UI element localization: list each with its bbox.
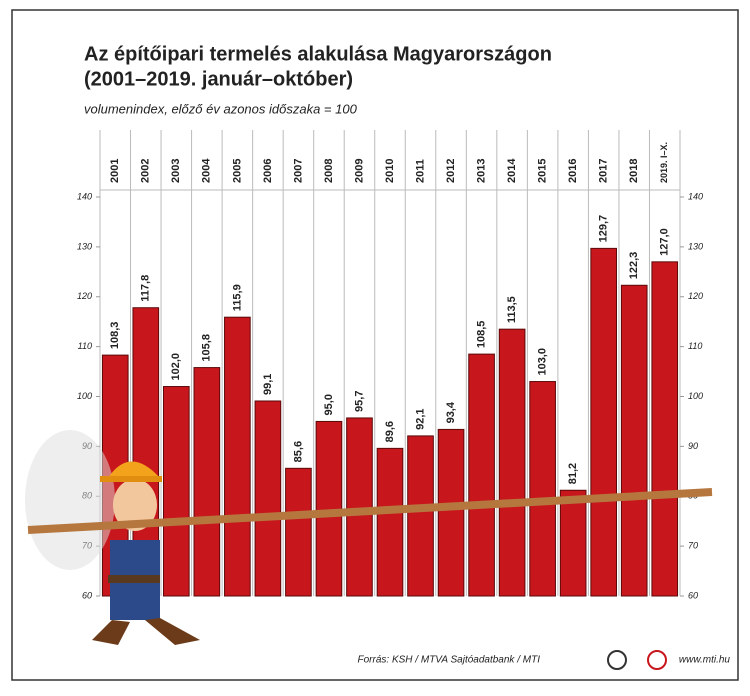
data-label: 92,1 bbox=[414, 408, 426, 429]
y-tick-label: 60 bbox=[82, 590, 92, 600]
x-tick-label: 2013 bbox=[475, 159, 487, 183]
x-tick-label: 2011 bbox=[414, 159, 426, 183]
data-label: 113,5 bbox=[506, 296, 518, 323]
bar bbox=[559, 489, 587, 597]
data-label: 108,3 bbox=[109, 322, 121, 350]
data-label: 115,9 bbox=[231, 284, 243, 311]
logo bbox=[647, 650, 667, 670]
x-tick-label: 2005 bbox=[231, 159, 243, 183]
x-tick-label: 2007 bbox=[292, 159, 304, 183]
x-tick-label: 2018 bbox=[628, 159, 640, 183]
x-tick-label: 2010 bbox=[384, 159, 396, 183]
bar bbox=[162, 386, 190, 597]
data-label: 108,5 bbox=[475, 321, 487, 349]
y-tick-label: 90 bbox=[688, 441, 698, 451]
y-tick-label: 140 bbox=[688, 191, 703, 201]
bar bbox=[498, 328, 526, 597]
website: www.mti.hu bbox=[679, 655, 731, 666]
y-tick-label: 100 bbox=[688, 391, 703, 401]
x-tick-label: 2019. I–X. bbox=[659, 142, 669, 183]
data-label: 81,2 bbox=[567, 463, 579, 484]
data-label: 103,0 bbox=[537, 348, 549, 376]
bar bbox=[224, 316, 251, 597]
y-tick-label: 120 bbox=[688, 291, 703, 301]
data-label: 89,6 bbox=[384, 421, 396, 442]
bar bbox=[651, 261, 679, 597]
bar bbox=[315, 420, 343, 597]
x-tick-label: 2006 bbox=[262, 159, 274, 183]
x-tick-label: 2008 bbox=[323, 159, 335, 183]
x-tick-label: 2014 bbox=[506, 158, 518, 183]
data-label: 127,0 bbox=[659, 228, 671, 256]
data-label: 105,8 bbox=[201, 334, 213, 362]
y-tick-label: 120 bbox=[77, 291, 92, 301]
y-tick-label: 130 bbox=[77, 241, 92, 251]
bar bbox=[529, 381, 556, 597]
logo bbox=[607, 650, 627, 670]
bar bbox=[468, 353, 495, 597]
x-tick-label: 2001 bbox=[109, 159, 121, 183]
x-tick-label: 2017 bbox=[598, 159, 610, 183]
data-label: 117,8 bbox=[140, 275, 152, 302]
chart-subtitle: (2001–2019. január–október) bbox=[84, 68, 353, 90]
data-label: 122,3 bbox=[628, 252, 640, 280]
y-tick-label: 140 bbox=[77, 191, 92, 201]
y-tick-label: 70 bbox=[688, 541, 698, 551]
source: Forrás: KSH / MTVA Sajtóadatbank / MTI bbox=[358, 655, 541, 666]
bar bbox=[285, 467, 312, 597]
bar bbox=[437, 428, 465, 597]
y-tick-label: 60 bbox=[688, 590, 698, 600]
data-label: 99,1 bbox=[262, 374, 274, 395]
data-label: 95,7 bbox=[353, 391, 365, 412]
data-label: 102,0 bbox=[170, 353, 182, 381]
bar bbox=[620, 284, 648, 597]
y-axis-label: volumenindex, előző év azonos időszaka =… bbox=[84, 101, 358, 116]
bar bbox=[193, 367, 221, 597]
x-tick-label: 2009 bbox=[353, 159, 365, 183]
y-tick-label: 110 bbox=[688, 341, 702, 351]
bar bbox=[590, 247, 618, 597]
x-tick-label: 2003 bbox=[170, 159, 182, 183]
data-label: 95,0 bbox=[323, 394, 335, 415]
bar bbox=[407, 435, 434, 597]
bar bbox=[254, 400, 282, 597]
x-tick-label: 2015 bbox=[537, 159, 549, 183]
worker-illustration bbox=[25, 430, 200, 645]
data-label: 85,6 bbox=[292, 441, 304, 462]
x-tick-label: 2012 bbox=[445, 159, 457, 183]
bar bbox=[346, 417, 373, 597]
y-tick-label: 110 bbox=[78, 341, 92, 351]
x-tick-label: 2002 bbox=[140, 159, 152, 183]
plank bbox=[27, 488, 713, 534]
y-tick-label: 130 bbox=[688, 241, 703, 251]
data-label: 129,7 bbox=[598, 215, 610, 243]
x-tick-label: 2016 bbox=[567, 159, 579, 183]
data-label: 93,4 bbox=[445, 401, 457, 423]
x-tick-label: 2004 bbox=[201, 158, 213, 183]
bar bbox=[376, 447, 404, 597]
y-tick-label: 100 bbox=[77, 391, 92, 401]
chart-title: Az építőipari termelés alakulása Magyaro… bbox=[84, 43, 552, 65]
